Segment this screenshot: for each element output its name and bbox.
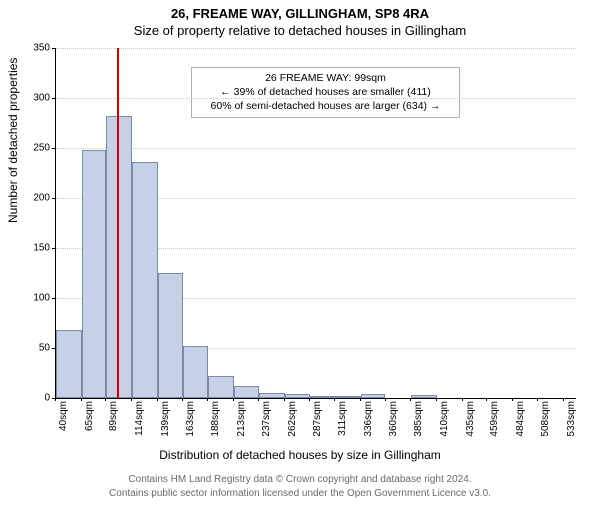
x-tick-mark (309, 398, 310, 401)
histogram-bar (158, 273, 183, 398)
x-tick-mark (334, 398, 335, 401)
x-tick-mark (182, 398, 183, 401)
histogram-bar (335, 396, 361, 398)
histogram-bar (132, 162, 158, 398)
y-tick-mark (52, 348, 55, 349)
y-axis-label: Number of detached properties (6, 58, 20, 223)
x-tick-mark (462, 398, 463, 401)
gridline (56, 148, 576, 149)
x-tick-mark (410, 398, 411, 401)
footer: Contains HM Land Registry data © Crown c… (0, 473, 600, 500)
histogram-bar (208, 376, 234, 398)
x-tick-mark (284, 398, 285, 401)
x-tick-label: 163sqm (185, 401, 196, 451)
y-tick-label: 50 (20, 343, 50, 354)
x-tick-label: 89sqm (108, 401, 119, 451)
x-tick-label: 459sqm (489, 401, 500, 451)
y-tick-mark (52, 48, 55, 49)
x-tick-mark (563, 398, 564, 401)
x-tick-mark (131, 398, 132, 401)
annotation-line-1: 26 FREAME WAY: 99sqm (198, 71, 453, 85)
x-tick-label: 311sqm (337, 401, 348, 451)
y-tick-mark (52, 98, 55, 99)
x-tick-mark (233, 398, 234, 401)
footer-line-1: Contains HM Land Registry data © Crown c… (0, 473, 600, 487)
x-tick-label: 410sqm (439, 401, 450, 451)
x-tick-mark (105, 398, 106, 401)
x-tick-label: 385sqm (413, 401, 424, 451)
page-title: 26, FREAME WAY, GILLINGHAM, SP8 4RA (0, 6, 600, 21)
x-tick-label: 435sqm (465, 401, 476, 451)
histogram-bar (106, 116, 132, 398)
histogram-bar (183, 346, 209, 398)
x-tick-mark (81, 398, 82, 401)
x-tick-mark (258, 398, 259, 401)
histogram-bar (82, 150, 107, 398)
property-marker-line (117, 48, 119, 398)
x-tick-mark (486, 398, 487, 401)
annotation-line-3: 60% of semi-detached houses are larger (… (198, 99, 453, 113)
x-tick-mark (360, 398, 361, 401)
x-tick-label: 484sqm (515, 401, 526, 451)
y-tick-label: 200 (20, 193, 50, 204)
histogram-bar (259, 393, 285, 398)
histogram-bar (411, 395, 437, 398)
gridline (56, 98, 576, 99)
histogram-bar (285, 394, 311, 398)
y-tick-mark (52, 248, 55, 249)
annotation-box: 26 FREAME WAY: 99sqm ← 39% of detached h… (191, 67, 460, 118)
x-tick-label: 40sqm (58, 401, 69, 451)
histogram-chart: Number of detached properties 26 FREAME … (0, 38, 600, 433)
y-tick-mark (52, 198, 55, 199)
histogram-bar (310, 396, 335, 398)
y-tick-mark (52, 148, 55, 149)
x-tick-mark (512, 398, 513, 401)
y-tick-label: 350 (20, 43, 50, 54)
gridline (56, 48, 576, 49)
x-tick-mark (207, 398, 208, 401)
x-tick-label: 237sqm (261, 401, 272, 451)
x-tick-label: 114sqm (134, 401, 145, 451)
x-tick-label: 188sqm (210, 401, 221, 451)
x-tick-mark (157, 398, 158, 401)
page-subtitle: Size of property relative to detached ho… (0, 23, 600, 38)
y-tick-label: 300 (20, 93, 50, 104)
x-tick-mark (537, 398, 538, 401)
y-tick-label: 150 (20, 243, 50, 254)
x-tick-label: 139sqm (160, 401, 171, 451)
x-tick-label: 508sqm (540, 401, 551, 451)
x-tick-label: 213sqm (236, 401, 247, 451)
footer-line-2: Contains public sector information licen… (0, 487, 600, 501)
x-tick-mark (55, 398, 56, 401)
y-tick-label: 100 (20, 293, 50, 304)
x-tick-mark (436, 398, 437, 401)
y-tick-label: 0 (20, 393, 50, 404)
y-tick-mark (52, 298, 55, 299)
x-tick-label: 287sqm (312, 401, 323, 451)
plot-area: 26 FREAME WAY: 99sqm ← 39% of detached h… (55, 48, 576, 399)
histogram-bar (56, 330, 82, 398)
histogram-bar (361, 394, 386, 398)
x-tick-label: 360sqm (388, 401, 399, 451)
x-tick-label: 336sqm (363, 401, 374, 451)
x-tick-label: 533sqm (566, 401, 577, 451)
x-tick-mark (385, 398, 386, 401)
histogram-bar (234, 386, 259, 398)
x-tick-label: 65sqm (84, 401, 95, 451)
y-tick-label: 250 (20, 143, 50, 154)
x-tick-label: 262sqm (287, 401, 298, 451)
